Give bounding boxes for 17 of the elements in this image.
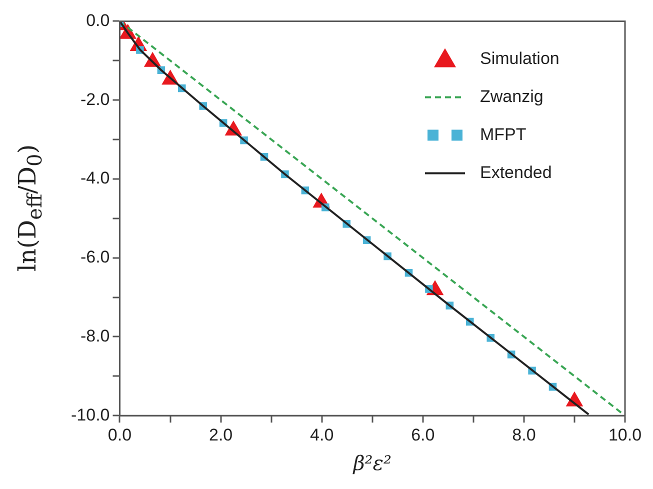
y-tick-label: 0.0 — [86, 10, 110, 30]
x-tick-label: 4.0 — [310, 425, 334, 444]
y-tick-label: -4.0 — [80, 168, 110, 188]
y-tick-label: -8.0 — [80, 326, 110, 346]
x-tick-label: 8.0 — [512, 425, 536, 444]
legend-label: Zwanzig — [480, 86, 544, 106]
legend-label: Simulation — [480, 48, 560, 68]
legend-label: MFPT — [480, 124, 526, 144]
y-tick-label: -2.0 — [80, 90, 110, 109]
legend-label: Extended — [480, 162, 552, 182]
y-tick-label: -6.0 — [80, 248, 110, 267]
x-tick-label: 0.0 — [108, 425, 132, 444]
x-tick-label: 10.0 — [608, 425, 642, 444]
x-tick-label: 2.0 — [208, 425, 233, 444]
y-tick-label: -10.0 — [71, 405, 110, 424]
x-tick-label: 6.0 — [411, 425, 435, 444]
x-axis-title: β²ε² — [352, 451, 392, 476]
